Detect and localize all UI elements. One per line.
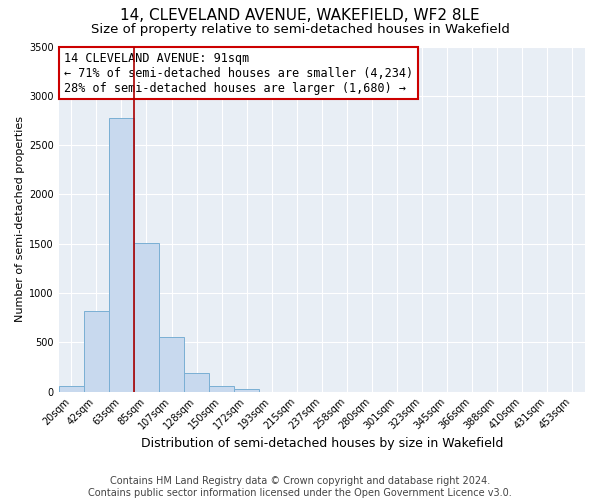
- Bar: [184, 374, 209, 392]
- Bar: [59, 386, 84, 392]
- Bar: [209, 386, 234, 392]
- Y-axis label: Number of semi-detached properties: Number of semi-detached properties: [15, 116, 25, 322]
- Bar: [159, 337, 184, 392]
- Bar: [84, 311, 109, 392]
- Bar: [109, 118, 134, 392]
- Text: 14, CLEVELAND AVENUE, WAKEFIELD, WF2 8LE: 14, CLEVELAND AVENUE, WAKEFIELD, WF2 8LE: [120, 8, 480, 22]
- Bar: [134, 243, 159, 392]
- Bar: [234, 388, 259, 392]
- Text: 14 CLEVELAND AVENUE: 91sqm
← 71% of semi-detached houses are smaller (4,234)
28%: 14 CLEVELAND AVENUE: 91sqm ← 71% of semi…: [64, 52, 413, 94]
- X-axis label: Distribution of semi-detached houses by size in Wakefield: Distribution of semi-detached houses by …: [141, 437, 503, 450]
- Text: Contains HM Land Registry data © Crown copyright and database right 2024.
Contai: Contains HM Land Registry data © Crown c…: [88, 476, 512, 498]
- Text: Size of property relative to semi-detached houses in Wakefield: Size of property relative to semi-detach…: [91, 22, 509, 36]
